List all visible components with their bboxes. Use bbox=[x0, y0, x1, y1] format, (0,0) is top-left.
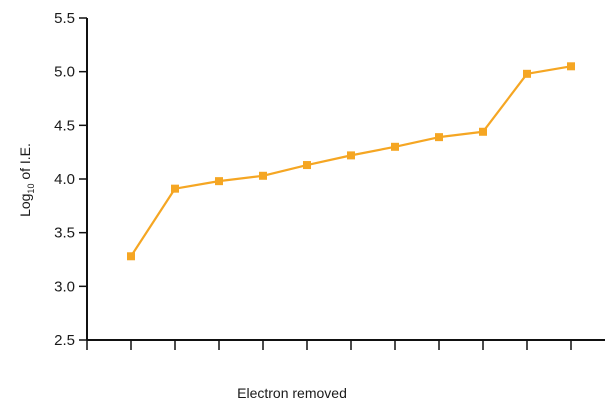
data-point-marker bbox=[435, 133, 443, 142]
y-tick-label: 3.0 bbox=[54, 278, 75, 295]
y-tick-label: 3.5 bbox=[54, 225, 75, 242]
data-point-marker bbox=[303, 161, 311, 170]
series-line bbox=[127, 62, 575, 261]
y-tick-label: 5.0 bbox=[54, 64, 75, 81]
y-axis-title-main: Log bbox=[17, 194, 33, 217]
x-axis bbox=[86, 339, 605, 350]
data-point-marker bbox=[523, 69, 531, 78]
data-point-marker bbox=[171, 184, 179, 193]
data-point-marker bbox=[347, 151, 355, 160]
data-point-marker bbox=[479, 127, 487, 136]
y-tick-label: 5.5 bbox=[54, 10, 75, 27]
data-point-marker bbox=[391, 142, 399, 151]
data-point-marker bbox=[215, 177, 223, 186]
y-tick-label: 2.5 bbox=[54, 332, 75, 349]
data-point-marker bbox=[259, 171, 267, 180]
series-polyline bbox=[130, 65, 572, 257]
y-axis-title-suffix: of I.E. bbox=[17, 143, 33, 183]
y-tick-label: 4.5 bbox=[54, 117, 75, 134]
y-axis-title-subscript: 10 bbox=[26, 184, 36, 194]
data-point-marker bbox=[127, 252, 135, 261]
x-axis-title: Electron removed bbox=[237, 385, 347, 401]
y-axis: 2.5 3.0 3.5 4.0 4.5 5.0 5.5 bbox=[54, 10, 88, 349]
data-point-marker bbox=[567, 62, 575, 71]
y-tick-label: 4.0 bbox=[54, 171, 75, 188]
y-axis-title: Log10 of I.E. bbox=[17, 143, 36, 217]
